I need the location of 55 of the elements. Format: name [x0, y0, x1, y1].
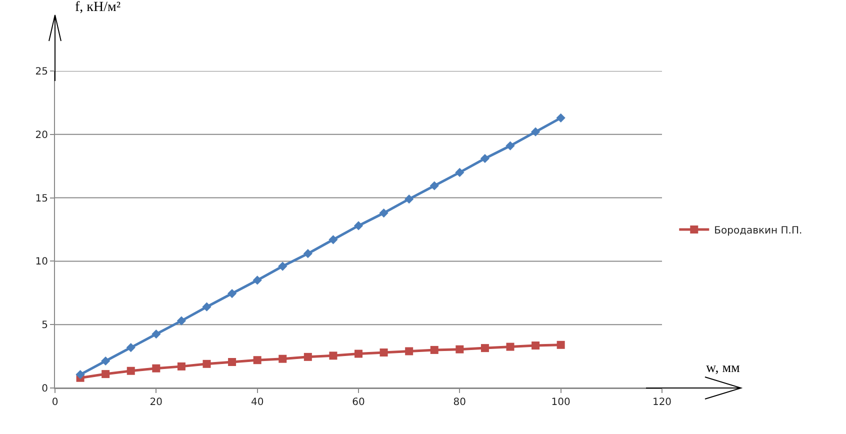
y-tick-label: 20	[35, 130, 48, 141]
point	[354, 221, 364, 230]
point	[202, 302, 212, 312]
point	[152, 330, 161, 339]
point	[278, 354, 287, 363]
point	[405, 347, 414, 356]
point	[506, 141, 515, 150]
point	[480, 154, 490, 164]
x-tick-label: 40	[250, 397, 264, 408]
point	[228, 358, 236, 366]
point	[532, 342, 540, 350]
point	[102, 370, 110, 378]
x-tick-label: 100	[551, 397, 570, 408]
point	[556, 340, 565, 349]
point	[126, 343, 136, 352]
y-tick-label: 5	[42, 320, 48, 332]
point	[227, 288, 237, 298]
point	[101, 356, 110, 366]
y-tick-label: 25	[35, 66, 48, 78]
point	[430, 181, 439, 190]
point	[430, 346, 438, 354]
y-tick-label: 15	[35, 193, 48, 204]
point	[202, 360, 211, 368]
point	[530, 127, 540, 136]
legend-label: Бородавкин П.П.	[714, 225, 802, 236]
point	[354, 350, 362, 358]
point	[379, 208, 388, 218]
x-axis-title: w, мм	[706, 361, 740, 376]
point	[380, 348, 388, 356]
point	[480, 344, 489, 352]
point	[455, 168, 464, 177]
point	[126, 366, 135, 375]
point	[152, 364, 160, 372]
point	[303, 249, 312, 258]
point	[253, 356, 262, 364]
point	[177, 362, 186, 370]
point	[329, 352, 338, 360]
point	[556, 113, 566, 122]
x-tick-label: 60	[352, 397, 365, 408]
point	[278, 262, 288, 271]
y-axis-title: f, кН/м²	[75, 0, 121, 15]
point	[252, 276, 262, 285]
point	[404, 194, 414, 204]
x-tick-label: 20	[150, 397, 163, 408]
x-tick-label: 120	[652, 397, 672, 408]
point	[506, 342, 514, 351]
y-tick-label: 10	[35, 256, 48, 268]
point	[328, 235, 338, 244]
point	[304, 352, 312, 361]
point	[76, 370, 85, 380]
y-tick-label: 0	[42, 384, 48, 394]
x-tick-label: 0	[52, 397, 58, 408]
x-tick-label: 80	[453, 397, 466, 408]
point	[456, 345, 464, 354]
point	[176, 316, 186, 326]
